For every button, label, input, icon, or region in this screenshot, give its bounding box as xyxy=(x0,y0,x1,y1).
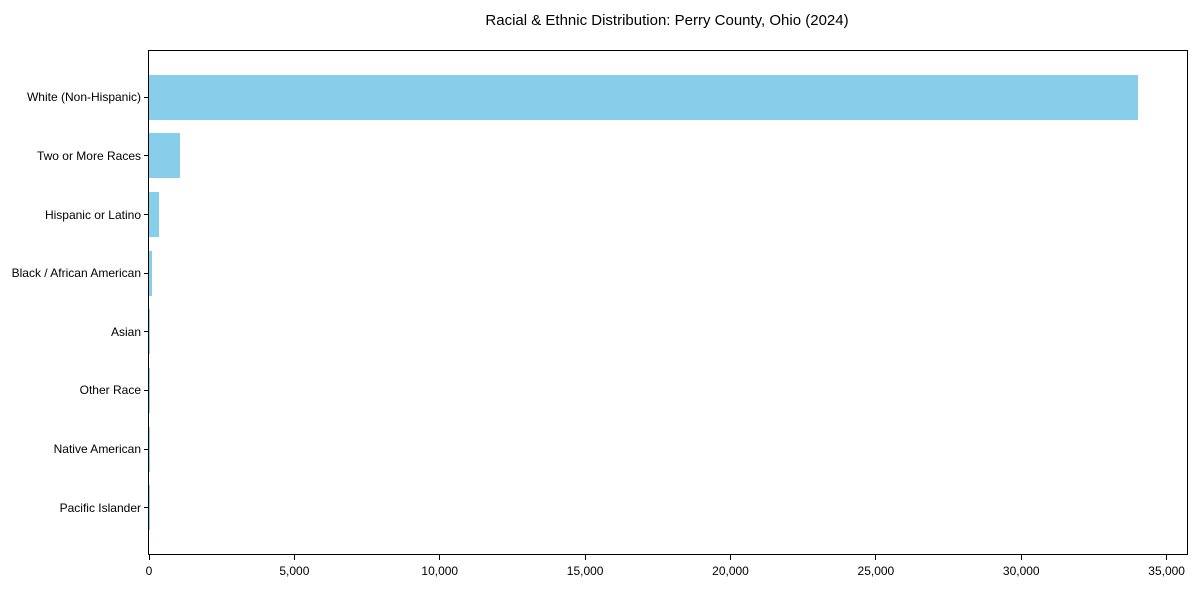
x-axis-tick xyxy=(730,555,731,560)
x-tick-label: 20,000 xyxy=(712,564,749,578)
chart-title: Racial & Ethnic Distribution: Perry Coun… xyxy=(485,12,849,29)
y-tick-label: Asian xyxy=(110,324,141,339)
bar-black-african-american xyxy=(149,250,153,296)
y-tick-label: Hispanic or Latino xyxy=(44,207,141,222)
y-axis-tick xyxy=(144,389,149,391)
x-tick-label: 15,000 xyxy=(566,564,604,578)
y-tick-label: Other Race xyxy=(79,383,141,398)
x-tick-label: 35,000 xyxy=(1148,564,1185,578)
y-tick-label: Pacific Islander xyxy=(59,500,141,515)
x-tick-label: 30,000 xyxy=(1002,564,1040,578)
x-tick-label: 10,000 xyxy=(421,564,459,578)
y-axis-tick xyxy=(144,272,149,274)
y-tick-label: White (Non-Hispanic) xyxy=(26,90,141,105)
y-axis-tick xyxy=(144,507,149,509)
y-axis-tick xyxy=(144,214,149,216)
bar-other-race xyxy=(149,367,151,413)
x-tick-label: 5,000 xyxy=(279,564,310,578)
bar-hispanic-or-latino xyxy=(149,192,160,238)
x-axis-tick xyxy=(584,555,586,560)
x-axis-tick xyxy=(1166,555,1168,560)
x-tick-label: 0 xyxy=(145,564,153,578)
x-axis-tick xyxy=(148,555,150,560)
x-axis-tick xyxy=(1020,555,1022,560)
bar-two-or-more-races xyxy=(149,133,180,179)
y-axis-tick xyxy=(144,331,149,333)
y-tick-label: Native American xyxy=(53,442,141,457)
y-axis-tick xyxy=(144,96,149,98)
x-axis-tick xyxy=(439,555,441,560)
y-tick-label: Two or More Races xyxy=(36,148,141,163)
bar-white-non-hispanic xyxy=(149,74,1138,120)
x-axis-tick xyxy=(875,555,877,560)
bar-asian xyxy=(149,309,151,355)
x-tick-label: 25,000 xyxy=(857,564,895,578)
y-axis-tick xyxy=(144,155,149,157)
x-axis-tick xyxy=(293,555,295,560)
plot-area: White (Non-Hispanic) Two or More Races His… xyxy=(12,50,1188,577)
y-axis-tick xyxy=(144,448,149,450)
bar-native-american xyxy=(149,426,150,472)
y-tick-label: Black / African American xyxy=(11,266,141,281)
